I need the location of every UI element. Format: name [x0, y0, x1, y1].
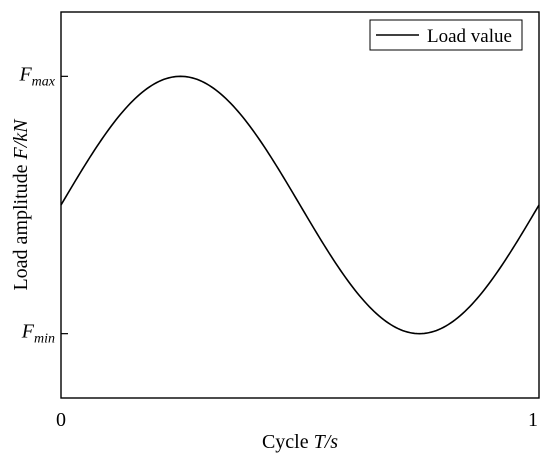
y-axis-title-prefix: Load amplitude [10, 159, 32, 290]
y-axis-title-unit: F/kN [10, 118, 32, 161]
x-axis-title-prefix: Cycle [262, 431, 314, 453]
legend-label-load-value: Load value [427, 26, 512, 47]
x-axis-title-unit: T/s [314, 431, 339, 453]
y-tick-label-fmin-sub: min [34, 332, 55, 347]
x-axis-title: Cycle T/s [262, 431, 338, 453]
x-tick-label-1: 1 [528, 409, 538, 431]
y-tick-label-fmax: Fmax [18, 63, 55, 89]
x-tick-label-0: 0 [56, 409, 66, 431]
y-axis-title: Load amplitude F/kN [10, 118, 32, 291]
y-tick-label-fmin-base: F [21, 321, 35, 343]
y-tick-label-fmin: Fmin [21, 321, 55, 347]
y-tick-label-fmax-base: F [18, 63, 32, 85]
y-tick-label-fmax-sub: max [32, 74, 56, 89]
load-value-line [60, 75, 540, 335]
legend: Load value [369, 19, 523, 51]
